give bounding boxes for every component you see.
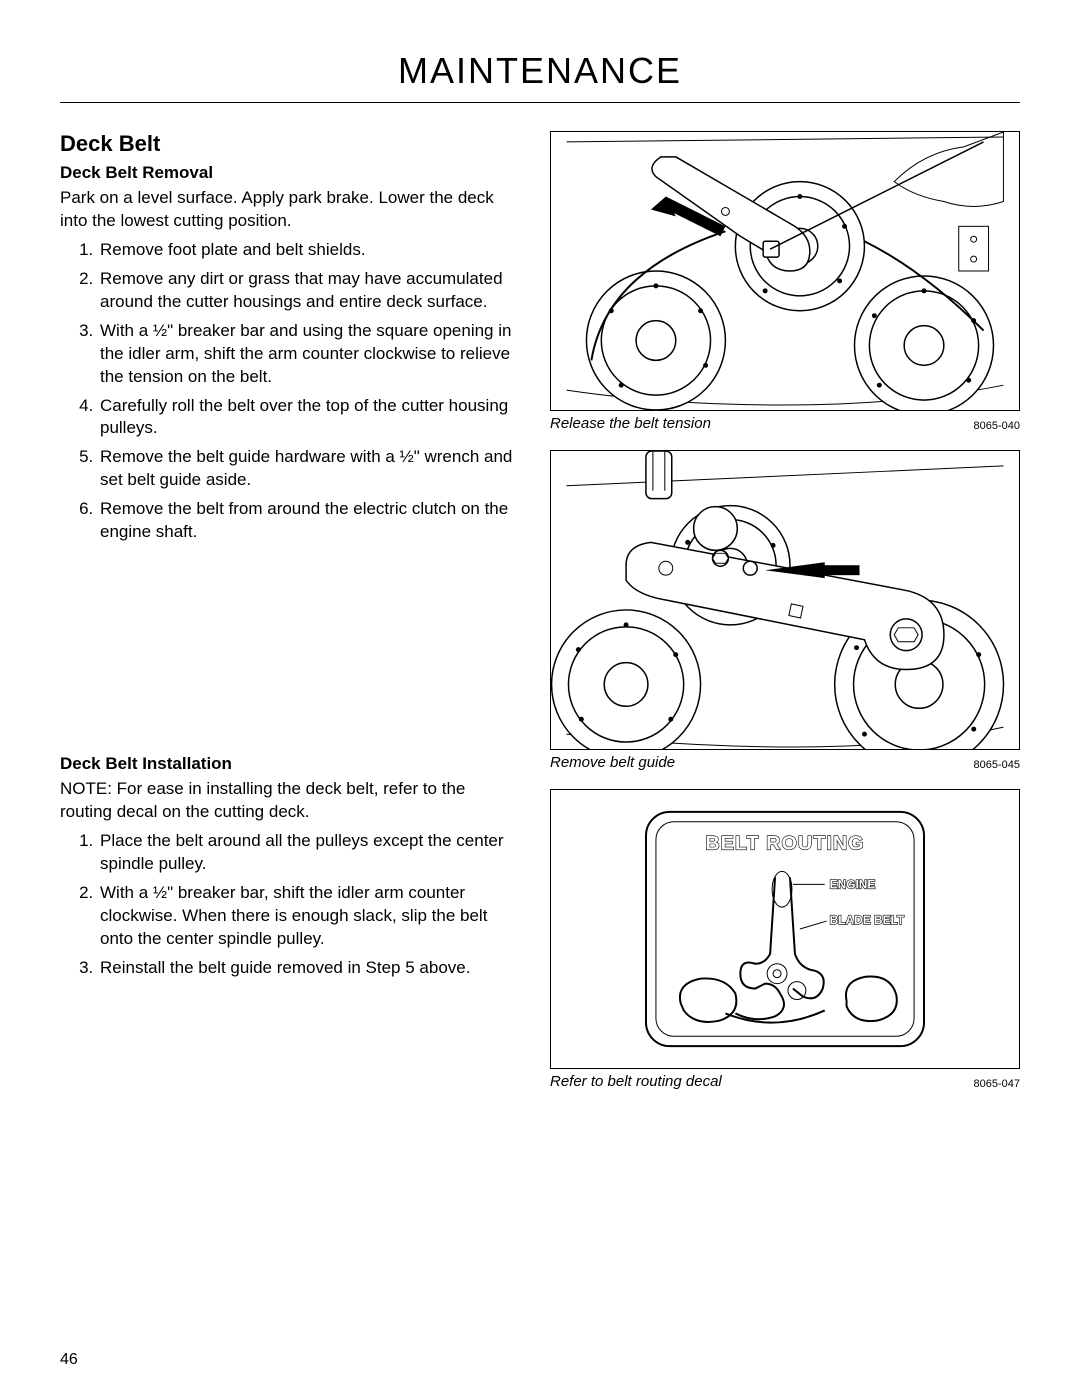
main-columns: Deck Belt Deck Belt Removal Park on a le… [60,131,1020,1090]
list-item: Remove any dirt or grass that may have a… [98,268,520,314]
figure-caption: Release the belt tension [550,415,711,432]
figure-release-tension [550,131,1020,411]
right-column: Release the belt tension 8065-040 [550,131,1020,1090]
removal-steps: Remove foot plate and belt shields. Remo… [60,239,520,544]
page-number: 46 [60,1351,78,1369]
decal-title: BELT ROUTING [705,833,864,855]
list-item: Reinstall the belt guide removed in Step… [98,957,520,980]
list-item: Place the belt around all the pulleys ex… [98,830,520,876]
install-intro: NOTE: For ease in installing the deck be… [60,778,520,824]
list-item: Remove the belt guide hardware with a ½"… [98,446,520,492]
section-heading: Deck Belt [60,131,520,157]
list-item: Remove the belt from around the electric… [98,498,520,544]
figure-code: 8065-040 [974,420,1021,432]
figure-meta: Release the belt tension 8065-040 [550,415,1020,432]
left-column: Deck Belt Deck Belt Removal Park on a le… [60,131,520,1090]
figure-caption: Refer to belt routing decal [550,1073,722,1090]
install-block: Deck Belt Installation NOTE: For ease in… [60,754,520,980]
install-steps: Place the belt around all the pulleys ex… [60,830,520,980]
figure-code: 8065-047 [974,1078,1021,1090]
list-item: With a ½" breaker bar, shift the idler a… [98,882,520,951]
figure-code: 8065-045 [974,759,1021,771]
decal-blade-label: BLADE BELT [830,913,905,927]
diagram-release-tension [551,132,1019,410]
figure-routing-decal: BELT ROUTING ENGINE BLADE BELT [550,789,1020,1069]
list-item: Remove foot plate and belt shields. [98,239,520,262]
removal-subheading: Deck Belt Removal [60,163,520,183]
list-item: Carefully roll the belt over the top of … [98,395,520,441]
removal-intro: Park on a level surface. Apply park brak… [60,187,520,233]
page-title: MAINTENANCE [60,50,1020,103]
list-item: With a ½" breaker bar and using the squa… [98,320,520,389]
figure-caption: Remove belt guide [550,754,675,771]
decal-engine-label: ENGINE [830,877,876,891]
figure-meta: Remove belt guide 8065-045 [550,754,1020,771]
diagram-routing-decal: BELT ROUTING ENGINE BLADE BELT [551,790,1019,1068]
figure-meta: Refer to belt routing decal 8065-047 [550,1073,1020,1090]
figure-remove-guide [550,450,1020,750]
diagram-remove-guide [551,451,1019,749]
install-subheading: Deck Belt Installation [60,754,520,774]
